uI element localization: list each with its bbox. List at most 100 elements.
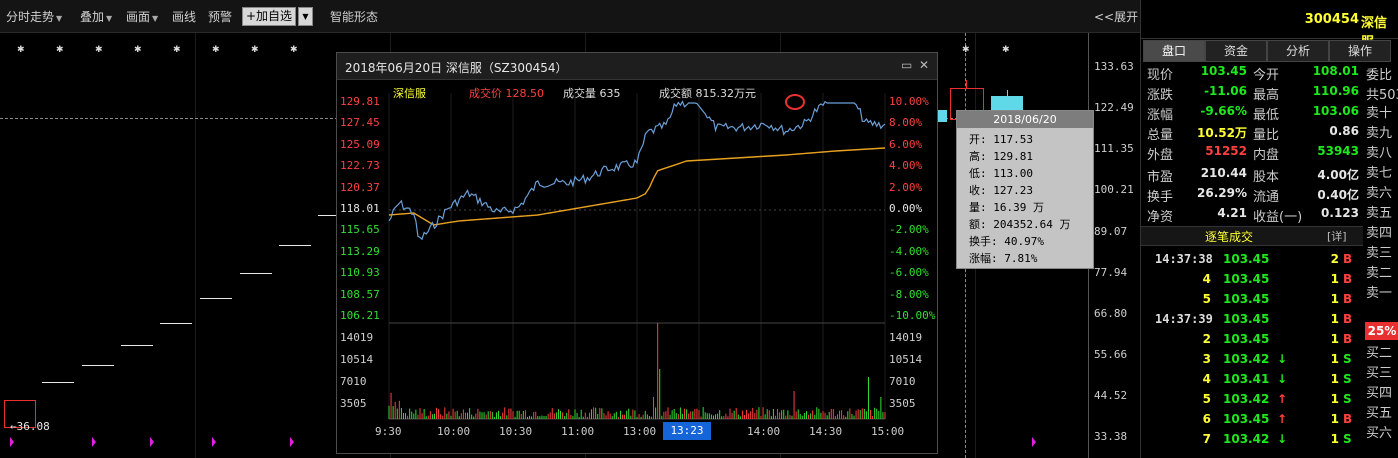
trade-volume: 1	[1330, 292, 1339, 306]
popup-title-bar[interactable]: 2018年06月20日 深信服（SZ300454） ▭ ✕	[337, 53, 937, 80]
price-axis-label: 110.93	[340, 266, 380, 280]
orderbook-level-label: 卖一	[1366, 286, 1393, 301]
quote-label: 最高	[1253, 88, 1280, 103]
smart-pattern-button[interactable]: 智能形态	[330, 10, 379, 24]
draw-line-button[interactable]: 画线	[172, 10, 197, 24]
quote-value: 110.96	[1312, 84, 1359, 98]
quote-value: 4.21	[1217, 206, 1247, 220]
price-axis-label: 115.65	[340, 223, 380, 237]
trade-index: 5	[1202, 392, 1211, 406]
event-marker-icon[interactable]	[10, 437, 14, 447]
trade-side: B	[1343, 252, 1353, 266]
tab-operation[interactable]: 操作	[1329, 40, 1391, 62]
time-axis-label: 10:30	[499, 425, 533, 438]
tooltip-volume: 量: 16.39 万	[969, 201, 1044, 214]
trade-index: 2	[1202, 332, 1211, 346]
axis-label: 33.38	[1094, 430, 1128, 443]
percent-axis-label: 10.00%	[889, 95, 929, 108]
axis-label: 44.52	[1094, 389, 1128, 402]
intraday-menu-label: 分时走势	[6, 10, 55, 24]
quote-value: 103.45	[1200, 64, 1247, 78]
quote-value: -9.66%	[1200, 104, 1247, 118]
quote-label: 净资	[1147, 210, 1174, 225]
candle-flat	[121, 345, 153, 346]
star-icon: ✱	[95, 45, 103, 55]
tab-orderbook[interactable]: 盘口	[1143, 40, 1205, 62]
time-axis-label: 10:00	[437, 425, 471, 438]
event-marker-icon[interactable]	[1032, 437, 1036, 447]
trade-side: B	[1343, 412, 1353, 426]
time-axis-label: 15:00	[871, 425, 905, 438]
volume-axis-label: 14019	[889, 331, 923, 344]
candle-flat	[200, 298, 232, 299]
screen-menu-label: 画面	[126, 10, 151, 24]
quote-label: 今开	[1253, 68, 1280, 83]
tooltip-change: 涨幅: 7.81%	[969, 252, 1038, 265]
orderbook-level-label: 卖六	[1366, 186, 1393, 201]
percent-axis-label: 6.00%	[889, 137, 923, 151]
trade-time: 14:37:39	[1155, 312, 1213, 326]
axis-label: 133.63	[1094, 60, 1134, 73]
close-icon[interactable]: ✕	[919, 58, 930, 72]
trade-row: 2 103.45 1 B	[1141, 332, 1363, 350]
add-watchlist-dropdown[interactable]: ▼	[298, 7, 313, 26]
axis-label: 100.21	[1094, 183, 1134, 196]
intraday-chart[interactable]	[337, 53, 937, 453]
star-icon: ✱	[290, 45, 298, 55]
event-marker-icon[interactable]	[92, 437, 96, 447]
volume-axis-label: 10514	[889, 353, 923, 366]
event-marker-icon[interactable]	[212, 437, 216, 447]
price-axis-label: 129.81	[340, 95, 380, 108]
quote-label: 内盘	[1253, 148, 1280, 163]
star-icon: ✱	[251, 45, 259, 55]
orderbook-level-label: 买四	[1366, 386, 1393, 401]
candle-down	[937, 110, 947, 122]
volume-axis-label: 10514	[340, 353, 374, 366]
volume-axis-label: 3505	[340, 397, 367, 410]
percent-axis-label: -2.00%	[889, 223, 929, 237]
volume-axis-label: 3505	[889, 397, 916, 410]
trade-price: 103.45	[1223, 312, 1270, 326]
popup-title: 2018年06月20日 深信服（SZ300454）	[345, 61, 568, 75]
time-cursor-label: 13:23	[663, 422, 711, 440]
expand-button[interactable]: <<展开	[1094, 10, 1139, 24]
intraday-popup: 2018年06月20日 深信服（SZ300454） ▭ ✕ 深信服 成交价 12…	[336, 52, 938, 454]
trade-volume: 1	[1330, 332, 1339, 346]
price-axis-label: 127.45	[340, 116, 380, 130]
intraday-menu[interactable]: 分时走势 ▼	[6, 8, 62, 25]
trades-header: 逐笔成交 [详]	[1141, 226, 1363, 246]
orderbook-level-label: 卖四	[1366, 226, 1393, 241]
orderbook-level-label: 买三	[1366, 366, 1393, 381]
chevron-down-icon: ▼	[56, 14, 63, 23]
percent-axis-label: -10.00%	[889, 309, 936, 322]
stock-code: 300454	[1304, 12, 1359, 27]
trade-volume: 1	[1330, 412, 1339, 426]
grid-line	[195, 33, 196, 458]
overlay-menu[interactable]: 叠加 ▼	[80, 8, 112, 25]
candle-flat	[42, 382, 74, 383]
add-watchlist-button[interactable]: +加自选	[242, 7, 297, 26]
axis-label: 122.49	[1094, 101, 1134, 114]
trades-detail-link[interactable]: [详]	[1327, 230, 1347, 243]
tooltip-date: 2018/06/20	[957, 111, 1093, 128]
arrow-down-icon: ↓	[1277, 372, 1288, 386]
candle-flat	[240, 273, 272, 274]
orderbook-level-label: 卖五	[1366, 206, 1393, 221]
event-marker-icon[interactable]	[150, 437, 154, 447]
price-axis-label: 120.37	[340, 180, 380, 194]
maximize-icon[interactable]: ▭	[901, 58, 913, 72]
tab-funds[interactable]: 资金	[1205, 40, 1267, 62]
percent-axis-label: -6.00%	[889, 266, 929, 280]
screen-menu[interactable]: 画面 ▼	[126, 8, 158, 25]
event-marker-icon[interactable]	[290, 437, 294, 447]
tab-analysis[interactable]: 分析	[1267, 40, 1329, 62]
axis-label: 66.80	[1094, 307, 1128, 320]
trade-time: 14:37:38	[1155, 252, 1213, 266]
orderbook-level-label: 卖八	[1366, 146, 1393, 161]
trade-volume: 1	[1330, 372, 1339, 386]
price-axis-label: 106.21	[340, 309, 380, 322]
percent-axis-label: -8.00%	[889, 287, 929, 301]
alert-button[interactable]: 预警	[208, 10, 233, 24]
trade-volume: 1	[1330, 352, 1339, 366]
tooltip-open: 开: 117.53	[969, 133, 1033, 146]
